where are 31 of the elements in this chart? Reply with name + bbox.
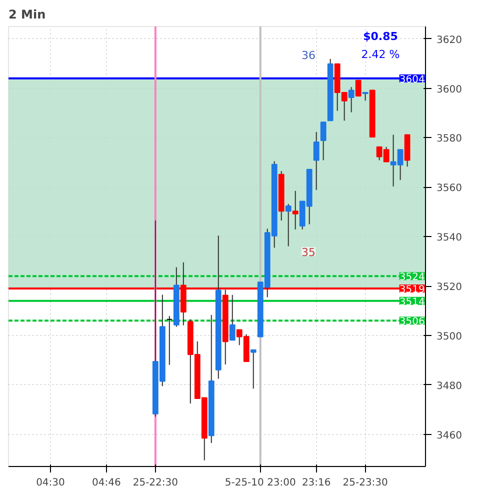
- y-tick-label: 3500: [436, 331, 462, 342]
- annotation: 36: [302, 49, 316, 62]
- x-tick-label: 25-23:30: [342, 478, 388, 488]
- candlestick: [229, 294, 236, 341]
- candlestick: [320, 122, 326, 161]
- x-tick-label: 5-25-10 23:00: [224, 478, 296, 488]
- x-tick-label: 04:30: [36, 478, 65, 488]
- x-tick-label: 25-22:30: [132, 478, 178, 488]
- annotation: 35: [302, 246, 316, 259]
- y-tick-label: 3600: [436, 84, 462, 96]
- candlestick: [313, 132, 320, 190]
- y-tick-label: 3520: [436, 282, 462, 294]
- candlestick: [250, 349, 256, 390]
- x-tick-label: 04:46: [92, 478, 121, 488]
- annotation: $0.85: [363, 30, 398, 43]
- y-tick-label: 3480: [436, 380, 462, 392]
- candlestick: [292, 190, 298, 230]
- y-tick-label: 3560: [436, 183, 462, 194]
- annotation: 2.42 %: [361, 48, 400, 61]
- x-tick-label: 23:16: [302, 478, 331, 488]
- candlestick: [285, 203, 292, 247]
- candlestick: [355, 80, 362, 96]
- y-tick-label: 3540: [436, 232, 462, 244]
- candlestick: [166, 315, 172, 366]
- y-tick-label: 3620: [436, 34, 462, 46]
- chart-title: 2 Min: [8, 8, 46, 22]
- y-tick-label: 3580: [436, 134, 462, 145]
- y-tick-label: 3460: [436, 430, 462, 442]
- candlestick: [348, 86, 354, 113]
- ref-line-label: 3519: [399, 284, 425, 296]
- ref-line-label: 3514: [399, 296, 425, 308]
